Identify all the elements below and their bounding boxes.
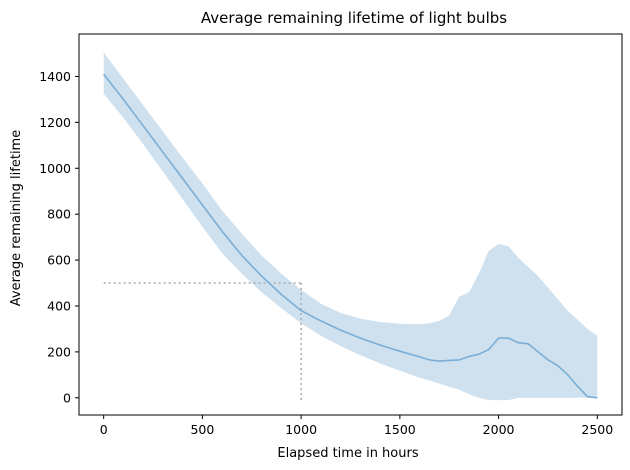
plot-frame xyxy=(78,33,623,416)
y-axis: 0 200 400 600 800 1000 1200 1400 xyxy=(39,69,79,405)
confidence-band xyxy=(103,52,598,401)
x-tick-label: 1500 xyxy=(384,422,416,437)
y-tick-label: 1200 xyxy=(39,115,71,130)
chart-title: Average remaining lifetime of light bulb… xyxy=(201,9,507,27)
x-tick-label: 2000 xyxy=(483,422,515,437)
x-tick-label: 2500 xyxy=(581,422,613,437)
y-axis-label: Average remaining lifetime xyxy=(9,130,24,306)
x-axis: 0 500 1000 1500 2000 2500 xyxy=(100,415,613,437)
y-tick-label: 600 xyxy=(47,253,71,268)
y-tick-label: 1000 xyxy=(39,161,71,176)
y-tick-label: 1400 xyxy=(39,69,71,84)
x-tick-label: 0 xyxy=(100,422,108,437)
plot-area xyxy=(103,52,598,401)
y-tick-label: 400 xyxy=(47,298,71,313)
y-tick-label: 0 xyxy=(63,390,71,405)
x-axis-label: Elapsed time in hours xyxy=(277,446,418,461)
x-tick-label: 1000 xyxy=(285,422,317,437)
y-tick-label: 200 xyxy=(47,344,71,359)
y-tick-label: 800 xyxy=(47,207,71,222)
series-line xyxy=(103,73,598,399)
x-tick-label: 500 xyxy=(190,422,214,437)
